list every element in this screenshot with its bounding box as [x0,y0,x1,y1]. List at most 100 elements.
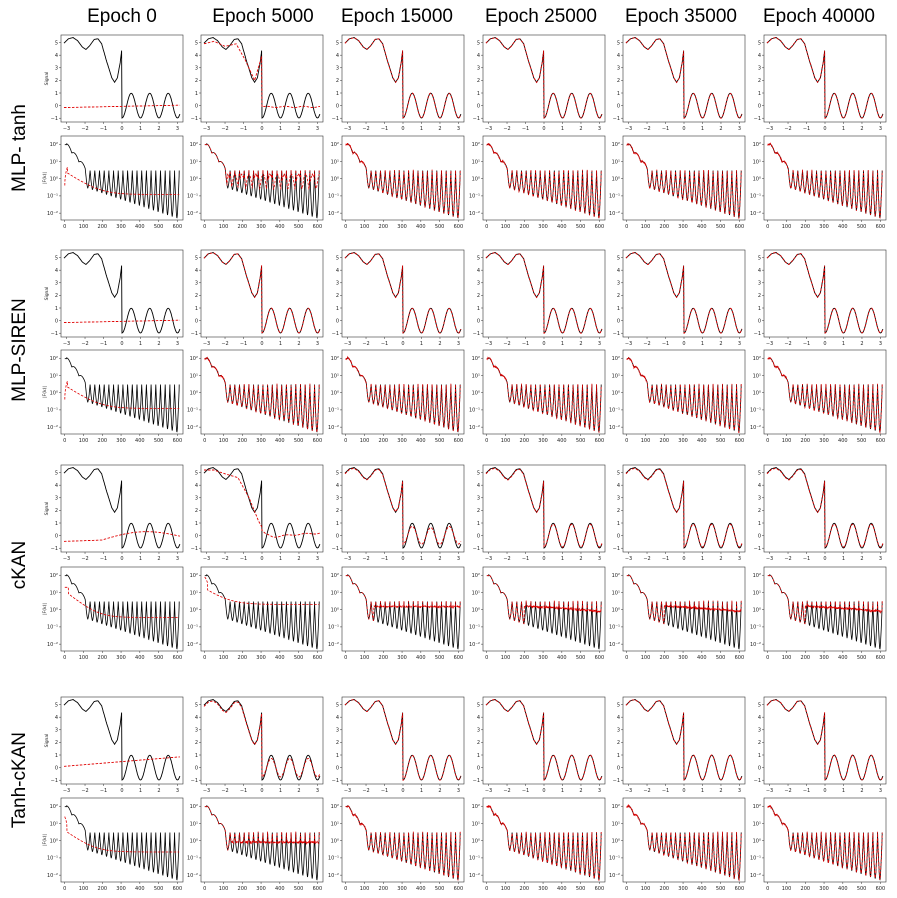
y-tick-label: 0 [617,318,620,324]
y-tick-label: 10² [472,142,480,148]
x-tick-label: −1 [522,556,529,562]
y-tick-label: −1 [332,778,339,784]
x-tick-label: 1 [561,556,564,562]
x-tick-label: 400 [416,655,426,661]
y-tick-label: −1 [332,116,339,122]
x-tick-label: 400 [697,438,707,444]
y-tick-label: 4 [55,268,58,274]
x-tick-label: 1 [420,788,423,794]
x-tick-label: 400 [557,224,567,230]
y-tick-label: 2 [617,78,620,84]
x-tick-label: 100 [219,655,229,661]
y-tick-label: 0 [477,533,480,539]
x-tick-label: 600 [313,438,323,444]
x-tick-label: 2 [157,788,160,794]
prediction-signal-line [344,467,462,546]
y-tick-label: 10⁻² [187,425,198,431]
signal-panel-r1-c2: −3 −2 −1 0 1 2 3 −1 0 1 2 3 4 5 [332,249,465,347]
x-tick-label: 400 [697,886,707,892]
x-tick-label: 2 [719,126,722,132]
y-tick-label: 4 [195,53,198,59]
y-tick-label: 10⁻¹ [750,856,761,862]
x-tick-label: 200 [238,438,248,444]
x-tick-label: 600 [735,438,745,444]
x-tick-label: 300 [538,886,548,892]
x-tick-label: 100 [219,438,229,444]
signal-panel-r3-c0: −3 −2 −1 0 1 2 3 −1 0 1 2 3 4 5 Signal [44,696,184,794]
y-tick-label: 1 [55,521,58,527]
y-tick-label: 10⁰ [331,390,339,396]
x-tick-label: 0 [401,341,404,347]
y-tick-label: 3 [195,66,198,72]
x-tick-label: 2 [719,556,722,562]
prediction-signal-line [485,699,603,781]
x-tick-label: −3 [766,341,773,347]
column-title-epoch-0: Epoch 0 [87,6,157,27]
y-tick-label: 0 [758,533,761,539]
y-tick-label: 2 [336,508,339,514]
signal-panel-r1-c5: −3 −2 −1 0 1 2 3 −1 0 1 2 3 4 5 [754,249,887,347]
prediction-fft-line [204,143,320,191]
y-tick-label: −1 [473,116,480,122]
y-tick-label: 10² [753,804,761,810]
x-tick-label: 600 [454,438,464,444]
y-tick-label: 10⁻¹ [328,856,339,862]
x-tick-label: 500 [716,438,726,444]
x-tick-label: 1 [279,126,282,132]
y-tick-label: 0 [477,103,480,109]
x-tick-label: 2 [719,788,722,794]
y-tick-label: 10² [50,573,58,579]
prediction-fft-line [345,142,461,219]
y-tick-label: 4 [477,53,480,59]
y-tick-label: 2 [195,78,198,84]
y-tick-label: 4 [758,483,761,489]
y-tick-label: −1 [51,778,58,784]
y-tick-label: 4 [336,53,339,59]
y-tick-label: 0 [336,765,339,771]
x-tick-label: 500 [716,886,726,892]
y-tick-label: 0 [195,318,198,324]
x-tick-label: 1 [139,788,142,794]
y-tick-label: 2 [55,293,58,299]
x-tick-label: 300 [819,886,829,892]
y-tick-label: 10⁻² [187,642,198,648]
y-axis-label: |F(k)| [42,386,48,398]
x-tick-label: 100 [360,886,370,892]
x-tick-label: −2 [643,788,650,794]
x-tick-label: 500 [154,438,164,444]
y-axis-label: |F(k)| [42,172,48,184]
fft-panel-r2-c1: 0 100 200 300 400 500 600 10⁻² 10⁻¹ 10⁰ 10¹ 10² [187,566,324,661]
y-tick-label: 10⁻¹ [187,194,198,200]
prediction-signal-line [204,469,321,538]
x-tick-label: 500 [576,886,586,892]
x-tick-label: −3 [344,556,351,562]
signal-panel-r0-c5: −3 −2 −1 0 1 2 3 −1 0 1 2 3 4 5 [754,34,887,132]
y-tick-label: 1 [195,753,198,759]
x-tick-label: 0 [485,886,488,892]
y-tick-label: 3 [195,281,198,287]
prediction-fft-line [767,574,883,625]
y-tick-label: 10⁻¹ [47,194,58,200]
y-tick-label: 4 [477,268,480,274]
x-tick-label: −1 [662,788,669,794]
x-tick-label: −2 [221,341,228,347]
x-tick-label: 500 [857,438,867,444]
y-tick-label: 10⁻¹ [187,856,198,862]
prediction-fft-line [64,816,180,853]
y-tick-label: 4 [758,268,761,274]
y-axis-label: Signal [44,502,50,516]
prediction-signal-line [625,36,743,119]
x-tick-label: 1 [420,126,423,132]
x-tick-label: 600 [876,224,886,230]
x-tick-label: 200 [660,224,670,230]
y-tick-label: 5 [195,255,198,261]
y-tick-label: −1 [191,331,198,337]
y-tick-label: 10¹ [612,373,620,379]
y-tick-label: 3 [336,66,339,72]
x-tick-label: −2 [362,341,369,347]
fft-panel-r0-c5: 0 100 200 300 400 500 600 10⁻² 10⁻¹ 10⁰ 10¹ 10² [750,135,887,230]
prediction-fft-line [767,356,883,434]
x-tick-label: 300 [116,438,126,444]
x-tick-label: 3 [457,788,460,794]
x-tick-label: 400 [838,886,848,892]
